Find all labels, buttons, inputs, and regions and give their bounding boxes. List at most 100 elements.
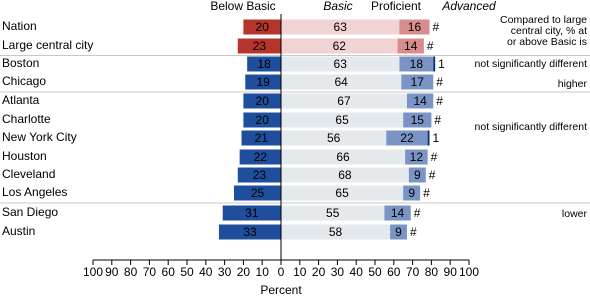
x-tick-label: 60 [162,265,176,279]
bar-segment [281,74,402,90]
x-tick-label: 20 [237,265,251,279]
value-label: 64 [334,75,348,89]
bar-segment [237,38,281,54]
x-tick-label: 80 [124,265,138,279]
bar-segment [399,19,430,35]
bar-segment [222,205,281,221]
comparison-header: Compared to large [500,14,587,26]
bar-segment [281,38,398,54]
x-tick-label: 40 [199,265,213,279]
x-tick-label: 10 [256,265,270,279]
bar-segment [243,93,281,109]
x-tick-label: 40 [350,265,364,279]
value-label: # [434,113,441,127]
value-label: 9 [395,225,402,239]
bar-segment [243,112,281,128]
bar-segment [401,74,434,90]
x-tick-label: 60 [387,265,401,279]
value-label: 63 [334,57,348,71]
value-label: 14 [404,39,418,53]
x-tick-label: 30 [331,265,345,279]
bar-segment [427,130,430,146]
value-label: 56 [327,131,341,145]
bar-segment [405,149,428,165]
category-label: Houston [2,149,47,163]
x-tick-label: 0 [278,265,285,279]
bar-segment [399,56,434,72]
value-label: 16 [408,20,422,34]
comparison-note: higher [558,78,588,90]
value-label: 14 [391,206,405,220]
bar-segment [281,19,400,35]
legend-label: Basic [323,0,352,13]
legend-label: Proficient [371,0,422,13]
comparison-note: not significantly different [475,121,588,133]
x-tick-label: 20 [312,265,326,279]
bar-segment [245,74,281,90]
bar-segment [281,224,391,240]
value-label: 12 [410,150,424,164]
value-label: 68 [338,168,352,182]
value-label: 67 [337,94,351,108]
value-label: # [436,75,443,89]
value-label: 9 [408,186,415,200]
legend-label: Advanced [441,0,496,13]
category-label: Cleveland [2,167,55,181]
bar-segment [384,205,411,221]
value-label: 55 [326,206,340,220]
comparison-header: or above Basic is [507,36,587,48]
x-axis-label: Percent [260,283,302,297]
bar-segment [281,185,404,201]
category-label: Los Angeles [2,185,67,199]
bar-segment [390,224,407,240]
value-label: 1 [438,57,445,71]
value-label: 21 [255,131,269,145]
x-tick-label: 10 [293,265,307,279]
bar-segment [397,38,424,54]
comparison-header: central city, % at [511,25,587,37]
value-label: 23 [253,168,267,182]
bar-segment [281,205,385,221]
value-label: 17 [411,75,425,89]
value-label: 58 [329,225,343,239]
bar-segment [241,130,281,146]
value-label: 20 [256,113,270,127]
x-tick-label: 30 [218,265,232,279]
category-label: Chicago [2,74,46,88]
bar-segment [433,56,436,72]
bar-segment [403,112,432,128]
value-label: # [427,39,434,53]
x-tick-label: 50 [180,265,194,279]
x-tick-label: 80 [425,265,439,279]
bar-segment [218,224,281,240]
x-tick-label: 70 [406,265,420,279]
x-tick-label: 70 [143,265,157,279]
value-label: 33 [243,225,257,239]
value-label: 19 [256,75,270,89]
bar-segment [281,112,404,128]
bar-segment [403,185,421,201]
x-tick-label: 100 [459,265,479,279]
value-label: 14 [413,94,427,108]
value-label: 65 [335,186,349,200]
category-label: Large central city [2,38,93,52]
x-tick-label: 50 [368,265,382,279]
value-label: 20 [256,94,270,108]
comparison-note: not significantly different [475,58,588,70]
value-label: 22 [254,150,268,164]
bar-segment [408,167,426,183]
bar-segment [237,167,281,183]
bar-segment [243,19,281,35]
value-label: 23 [253,39,267,53]
category-label: Atlanta [2,93,40,107]
value-label: 9 [414,168,421,182]
x-tick-label: 100 [83,265,103,279]
category-label: San Diego [2,205,58,219]
bar-segment [247,56,281,72]
bar-segment [406,93,434,109]
value-label: 22 [400,131,414,145]
value-label: 20 [256,20,270,34]
bar-segment [281,149,406,165]
value-label: # [423,186,430,200]
value-label: 65 [335,113,349,127]
